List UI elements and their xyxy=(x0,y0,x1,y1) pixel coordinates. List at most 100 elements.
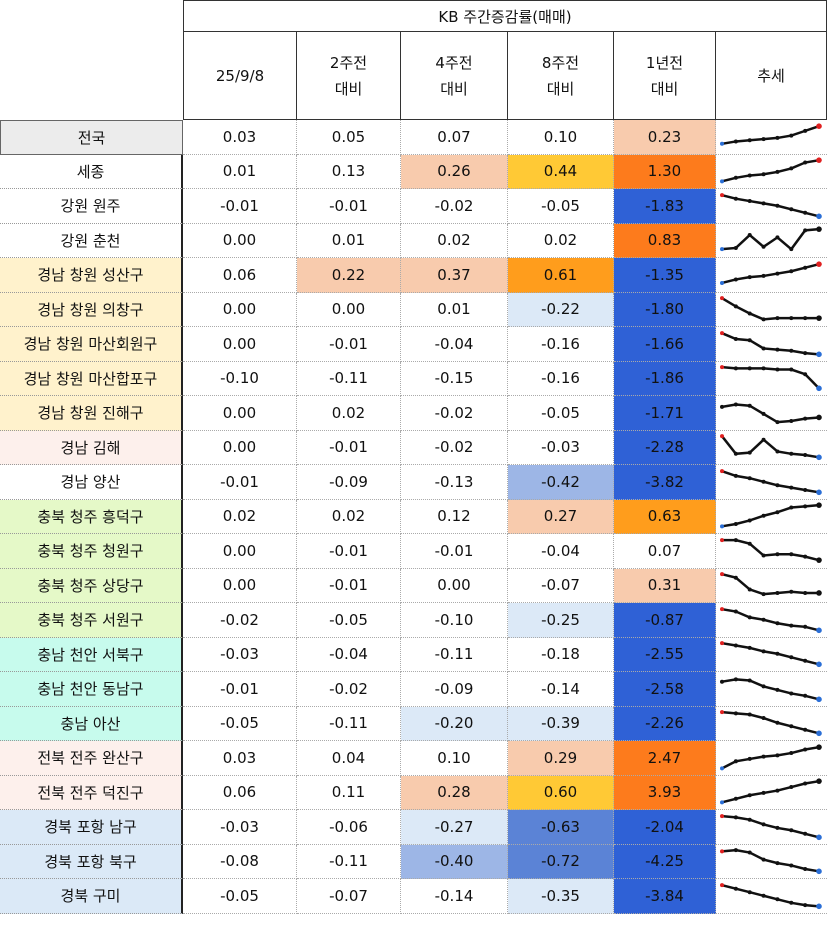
trend-cell xyxy=(716,224,827,259)
value-cell: 0.00 xyxy=(183,569,297,604)
region-label: 경북 포항 북구 xyxy=(0,845,183,880)
trend-point xyxy=(748,403,752,407)
value-cell: -0.11 xyxy=(401,638,508,673)
trend-point xyxy=(816,213,822,219)
value-cell: -0.05 xyxy=(183,707,297,742)
trend-point xyxy=(816,869,822,875)
value-cell: -0.10 xyxy=(401,603,508,638)
trend-cell xyxy=(716,396,827,431)
region-label: 충남 아산 xyxy=(0,707,183,742)
value-cell: 0.01 xyxy=(297,224,401,259)
trend-point xyxy=(734,402,738,406)
value-cell: -0.04 xyxy=(401,327,508,362)
trend-point xyxy=(789,655,793,659)
value-cell: 0.22 xyxy=(297,258,401,293)
value-cell: -0.09 xyxy=(401,672,508,707)
trend-line xyxy=(722,367,819,388)
trend-point xyxy=(803,624,807,628)
region-label: 경남 창원 의창구 xyxy=(0,293,183,328)
table-title: KB 주간증감률(매매) xyxy=(183,0,827,32)
value-cell: 2.47 xyxy=(614,741,716,776)
trend-cell xyxy=(716,672,827,707)
trend-point xyxy=(748,199,752,203)
trend-point xyxy=(775,652,779,656)
value-cell: -1.86 xyxy=(614,362,716,397)
trend-point xyxy=(803,161,807,165)
value-cell: 0.83 xyxy=(614,224,716,259)
value-cell: -0.03 xyxy=(183,810,297,845)
trend-point xyxy=(803,747,807,751)
value-cell: -0.01 xyxy=(401,534,508,569)
trend-point xyxy=(803,351,807,355)
trend-point xyxy=(789,552,793,556)
column-header-5: 1년전 대비 xyxy=(614,32,716,120)
value-cell: 3.93 xyxy=(614,776,716,811)
value-cell: 0.00 xyxy=(183,224,297,259)
column-header-3: 4주전 대비 xyxy=(401,32,508,120)
trend-point xyxy=(720,141,724,145)
trend-point xyxy=(803,453,807,457)
value-cell: -0.02 xyxy=(183,603,297,638)
trend-point xyxy=(803,416,807,420)
trend-point xyxy=(762,479,766,483)
column-header-line2: 대비 xyxy=(440,76,468,102)
trend-sparkline xyxy=(716,120,827,154)
trend-cell xyxy=(716,569,827,604)
trend-point xyxy=(748,678,752,682)
value-cell: -2.55 xyxy=(614,638,716,673)
trend-point xyxy=(762,553,766,557)
trend-point xyxy=(775,316,779,320)
trend-point xyxy=(748,890,752,894)
trend-sparkline xyxy=(716,569,827,603)
trend-point xyxy=(789,418,793,422)
trend-point xyxy=(775,483,779,487)
value-cell: -0.10 xyxy=(183,362,297,397)
trend-sparkline xyxy=(716,741,827,775)
trend-point xyxy=(748,476,752,480)
value-cell: 0.00 xyxy=(183,327,297,362)
value-cell: -0.05 xyxy=(508,189,614,224)
column-header-2: 2주전 대비 xyxy=(297,32,401,120)
trend-point xyxy=(748,275,752,279)
trend-point xyxy=(762,317,766,321)
value-cell: 0.01 xyxy=(401,293,508,328)
trend-point xyxy=(748,233,752,237)
trend-point xyxy=(748,713,752,717)
value-cell: -0.16 xyxy=(508,327,614,362)
trend-point xyxy=(762,791,766,795)
trend-point xyxy=(720,814,724,818)
value-cell: -0.01 xyxy=(297,534,401,569)
value-cell: -0.42 xyxy=(508,465,614,500)
trend-point xyxy=(734,609,738,613)
region-label: 충북 청주 흥덕구 xyxy=(0,500,183,535)
region-label: 전북 전주 완산구 xyxy=(0,741,183,776)
value-cell: -0.72 xyxy=(508,845,614,880)
value-cell: -0.01 xyxy=(297,431,401,466)
value-cell: -0.01 xyxy=(297,569,401,604)
trend-point xyxy=(789,785,793,789)
region-label: 충남 천안 서북구 xyxy=(0,638,183,673)
value-cell: -2.28 xyxy=(614,431,716,466)
trend-point xyxy=(734,139,738,143)
trend-point xyxy=(803,487,807,491)
region-label: 세종 xyxy=(0,155,183,190)
kb-weekly-change-table: KB 주간증감률(매매) 25/9/8 2주전 대비 4주전 대비 8주전 대비 1년전 대비 추세… xyxy=(0,0,827,935)
trend-point xyxy=(789,269,793,273)
value-cell: -1.35 xyxy=(614,258,716,293)
trend-sparkline xyxy=(716,155,827,189)
value-cell: 0.63 xyxy=(614,500,716,535)
value-cell: -0.22 xyxy=(508,293,614,328)
value-cell: 0.02 xyxy=(297,500,401,535)
value-cell: 0.00 xyxy=(183,293,297,328)
trend-point xyxy=(720,296,724,300)
trend-point xyxy=(748,518,752,522)
trend-point xyxy=(734,886,738,890)
region-label: 경북 구미 xyxy=(0,879,183,914)
trend-point xyxy=(734,196,738,200)
value-cell: -0.40 xyxy=(401,845,508,880)
trend-point xyxy=(789,590,793,594)
value-cell: -0.02 xyxy=(297,672,401,707)
trend-point xyxy=(789,900,793,904)
region-label: 충북 청주 서원구 xyxy=(0,603,183,638)
trend-sparkline xyxy=(716,810,827,844)
